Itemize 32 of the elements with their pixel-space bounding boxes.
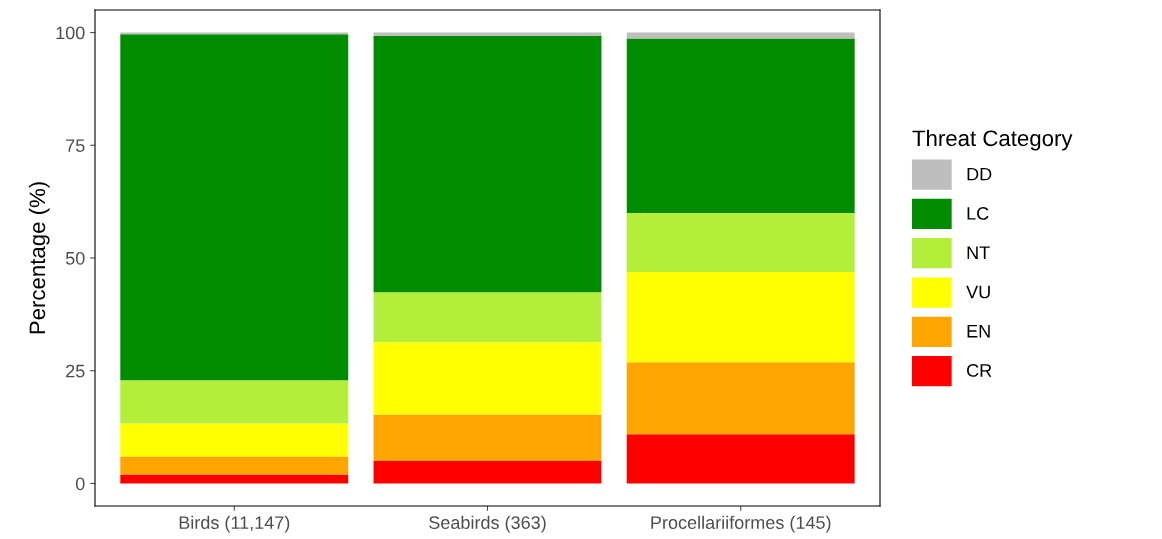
legend-label: LC [967, 207, 989, 220]
y-tick-label: 0 [75, 477, 85, 491]
y-axis-title: Percentage (%) [28, 182, 50, 334]
legend-label: VU [966, 285, 990, 299]
bar [120, 474, 349, 484]
bar [373, 35, 602, 293]
x-tick-label: Birds (11,147) [179, 515, 290, 533]
legend-label: DD [967, 167, 992, 181]
bar [373, 414, 602, 461]
x-tick-label: Seabirds (363) [429, 515, 546, 533]
bar [120, 380, 349, 424]
bar [120, 34, 349, 381]
bar [373, 460, 602, 484]
bar [373, 342, 602, 415]
y-tick-label: 25 [66, 364, 85, 378]
bar [373, 32, 602, 36]
bar [120, 456, 349, 475]
legend-title: Threat Category [912, 129, 1073, 151]
bar [626, 271, 855, 363]
legend-label: NT [967, 246, 990, 259]
bar [626, 38, 855, 213]
bar [626, 212, 855, 272]
y-tick-label: 75 [66, 139, 85, 152]
x-tick-label: Procellariiformes (145) [651, 515, 831, 533]
y-tick-label: 100 [56, 26, 85, 40]
legend-label: EN [967, 325, 990, 338]
bar [120, 423, 349, 457]
bar [626, 434, 855, 484]
y-tick-label: 50 [65, 251, 85, 265]
legend-label: CR [967, 364, 992, 377]
bar [373, 292, 602, 343]
bar [626, 362, 855, 435]
